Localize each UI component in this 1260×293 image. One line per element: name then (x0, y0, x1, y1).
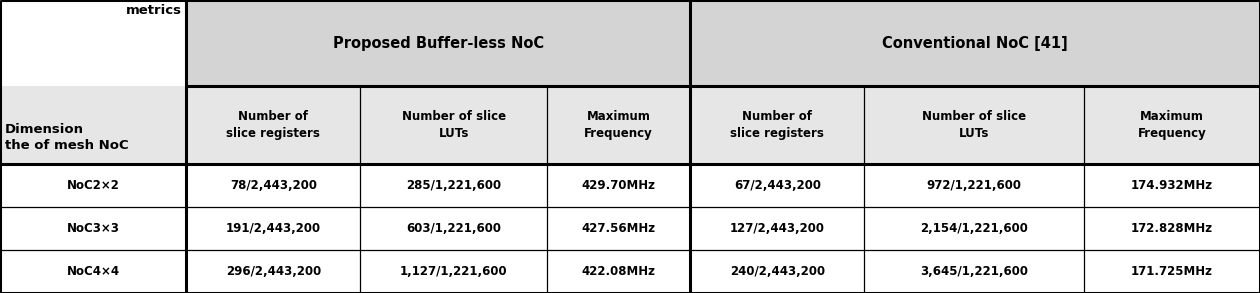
Bar (186, 250, 360, 293)
Text: 285/1,221,600: 285/1,221,600 (406, 179, 501, 192)
Text: 78/2,443,200: 78/2,443,200 (229, 179, 318, 192)
Text: Number of
slice registers: Number of slice registers (731, 110, 824, 140)
Bar (1084, 86, 1260, 164)
Text: NoC3×3: NoC3×3 (67, 222, 120, 235)
Bar (547, 250, 690, 293)
Text: 240/2,443,200: 240/2,443,200 (730, 265, 825, 278)
Bar (360, 164, 547, 207)
Bar (690, 0, 1260, 86)
Bar (690, 207, 864, 250)
Text: Number of slice
LUTs: Number of slice LUTs (922, 110, 1026, 140)
Bar (186, 0, 690, 86)
Bar (360, 207, 547, 250)
Text: 67/2,443,200: 67/2,443,200 (733, 179, 822, 192)
Text: 427.56MHz: 427.56MHz (582, 222, 655, 235)
Bar (0, 86, 186, 164)
Text: Maximum
Frequency: Maximum Frequency (585, 110, 653, 140)
Bar (547, 86, 690, 164)
Text: 127/2,443,200: 127/2,443,200 (730, 222, 825, 235)
Bar (1084, 164, 1260, 207)
Bar (547, 207, 690, 250)
Text: 3,645/1,221,600: 3,645/1,221,600 (920, 265, 1028, 278)
Bar (690, 86, 864, 164)
Text: Number of slice
LUTs: Number of slice LUTs (402, 110, 505, 140)
Bar (360, 86, 547, 164)
Text: Conventional NoC [41]: Conventional NoC [41] (882, 36, 1068, 51)
Text: 1,127/1,221,600: 1,127/1,221,600 (399, 265, 508, 278)
Bar (0, 164, 186, 207)
Text: 429.70MHz: 429.70MHz (582, 179, 655, 192)
Bar (0, 207, 186, 250)
Bar (690, 250, 864, 293)
Bar (690, 164, 864, 207)
Text: 296/2,443,200: 296/2,443,200 (226, 265, 321, 278)
Bar (864, 86, 1084, 164)
Bar (186, 207, 360, 250)
Text: 171.725MHz: 171.725MHz (1130, 265, 1213, 278)
Bar (0, 250, 186, 293)
Bar (1084, 207, 1260, 250)
Text: NoC4×4: NoC4×4 (67, 265, 120, 278)
Text: 422.08MHz: 422.08MHz (582, 265, 655, 278)
Text: 172.828MHz: 172.828MHz (1130, 222, 1213, 235)
Text: 191/2,443,200: 191/2,443,200 (226, 222, 321, 235)
Text: Proposed Buffer-less NoC: Proposed Buffer-less NoC (333, 36, 544, 51)
Text: 603/1,221,600: 603/1,221,600 (406, 222, 501, 235)
Bar (0, 0, 186, 164)
Text: Performance
metrics: Performance metrics (86, 0, 181, 17)
Text: 174.932MHz: 174.932MHz (1130, 179, 1213, 192)
Bar (864, 250, 1084, 293)
Bar (186, 86, 360, 164)
Bar (547, 164, 690, 207)
Bar (864, 207, 1084, 250)
Text: Number of
slice registers: Number of slice registers (227, 110, 320, 140)
Text: 972/1,221,600: 972/1,221,600 (926, 179, 1022, 192)
Bar (1084, 250, 1260, 293)
Text: Maximum
Frequency: Maximum Frequency (1138, 110, 1206, 140)
Text: NoC2×2: NoC2×2 (67, 179, 120, 192)
Text: 2,154/1,221,600: 2,154/1,221,600 (920, 222, 1028, 235)
Text: Dimension
the of mesh NoC: Dimension the of mesh NoC (5, 123, 129, 152)
Bar (864, 164, 1084, 207)
Bar (360, 250, 547, 293)
Bar (186, 164, 360, 207)
